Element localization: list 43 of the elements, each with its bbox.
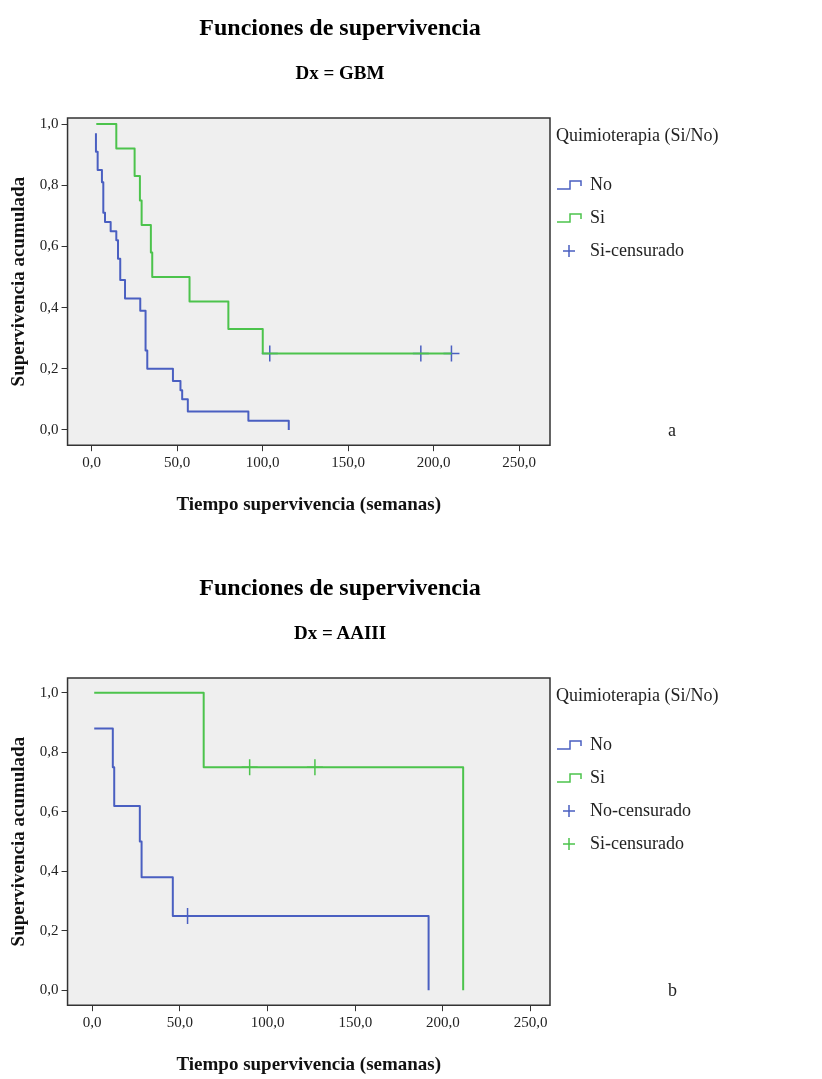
y-tick-label: 0,8 <box>39 743 59 760</box>
y-tick-label: 0,6 <box>39 802 60 819</box>
x-tick-label: 200,0 <box>426 1014 460 1031</box>
x-tick-label: 0,0 <box>82 1014 102 1031</box>
legend-label: No-censurado <box>590 800 691 821</box>
legend-label: Si <box>590 207 606 228</box>
legend-label: No <box>590 734 612 755</box>
y-tick-label: 1,0 <box>39 683 59 700</box>
legend-label: No <box>590 174 612 195</box>
text: a <box>668 420 676 441</box>
y-tick-label: 0,6 <box>39 237 60 254</box>
x-tick-label: 50,0 <box>166 1014 193 1031</box>
x-axis-title: Tiempo supervivencia (semanas) <box>176 1052 442 1075</box>
legend-title: Quimioterapia (Si/No) <box>556 685 719 706</box>
chart-subtitle: Dx = GBM <box>294 62 386 84</box>
y-tick-label: 0,2 <box>39 921 59 938</box>
chart-title: Funciones de supervivencia <box>198 574 482 601</box>
x-tick-label: 150,0 <box>331 454 365 471</box>
y-axis-title: Supervivencia acumulada <box>7 736 29 947</box>
x-tick-label: 200,0 <box>416 454 451 471</box>
x-axis-title: Tiempo supervivencia (semanas) <box>176 492 442 515</box>
y-tick-label: 0,4 <box>39 298 60 315</box>
x-tick-label: 50,0 <box>163 454 191 471</box>
y-tick-label: 0,0 <box>39 981 59 998</box>
y-tick-label: 0,2 <box>39 359 59 376</box>
x-tick-label: 250,0 <box>502 454 537 471</box>
y-tick-label: 1,0 <box>39 115 59 132</box>
legend-label: Si <box>590 767 606 788</box>
y-tick-label: 0,0 <box>39 420 59 437</box>
x-tick-label: 250,0 <box>513 1014 548 1031</box>
text: b <box>668 980 677 1001</box>
legend-title: Quimioterapia (Si/No) <box>556 125 719 146</box>
y-tick-label: 0,4 <box>39 862 60 879</box>
y-tick-label: 0,8 <box>39 176 59 193</box>
legend-label: Si-censurado <box>590 240 684 261</box>
legend-label: Si-censurado <box>590 833 684 854</box>
x-tick-label: 0,0 <box>82 454 101 471</box>
x-tick-label: 150,0 <box>338 1014 373 1031</box>
x-tick-label: 100,0 <box>245 454 280 471</box>
chart-subtitle: Dx = AAIII <box>292 622 388 644</box>
y-axis-title: Supervivencia acumulada <box>7 176 29 387</box>
chart-title: Funciones de supervivencia <box>198 14 482 41</box>
x-tick-label: 100,0 <box>250 1014 285 1031</box>
